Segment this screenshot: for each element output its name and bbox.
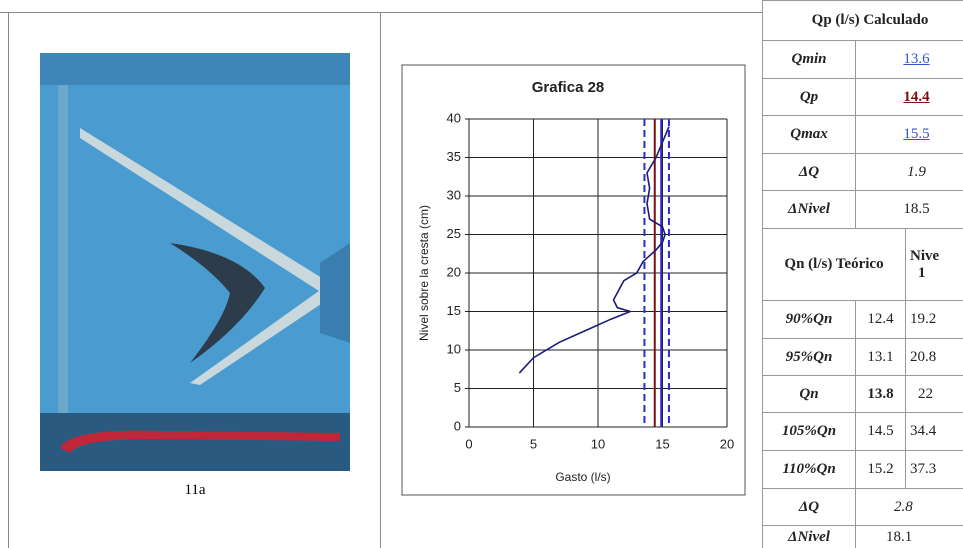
header-cell: Qp (l/s) Calculado [763,1,963,41]
value-cell: 22 [906,376,963,413]
y-tick-label: 35 [447,149,461,164]
row-label: Qmax [763,116,856,154]
x-tick-label: 0 [465,436,472,451]
row-label: ΔNivel [763,191,856,229]
header-line: 1 [910,265,963,282]
value-cell: 2.8 [856,489,963,526]
value-cell: 15.2 [856,451,906,489]
y-axis-label: Nivel sobre la cresta (cm) [417,205,431,341]
value-cell: 14.5 [856,413,906,451]
y-tick-label: 40 [447,110,461,125]
value-cell: 19.2 [906,301,963,339]
value-cell: 1.9 [856,154,963,191]
y-tick-label: 25 [447,226,461,241]
x-tick-label: 5 [530,436,537,451]
value-link[interactable]: 14.4 [903,89,929,105]
row-label: 95%Qn [763,339,856,376]
row-label: ΔQ [763,489,856,526]
row-label: Qp [763,79,856,116]
x-tick-label: 20 [720,436,734,451]
value-cell: 13.6 [856,41,963,79]
row-label: ΔQ [763,154,856,191]
value-link[interactable]: 15.5 [903,126,929,142]
x-axis-label: Gasto (l/s) [555,470,610,484]
value-cell: 13.1 [856,339,906,376]
y-tick-label: 30 [447,187,461,202]
chart: Grafica 28 Gasto (l/s) Nivel sobre la cr… [0,0,762,548]
page: 11a Grafica 28 Gasto (l/s) Nivel sobre l… [0,0,963,548]
value-cell: 20.8 [906,339,963,376]
x-tick-label: 15 [655,436,669,451]
x-tick-label: 10 [591,436,605,451]
y-tick-label: 0 [454,418,461,433]
value-cell: 12.4 [856,301,906,339]
y-tick-label: 5 [454,380,461,395]
y-tick-label: 15 [447,303,461,318]
value-cell: 18.1 [856,526,963,548]
row-label: Qn [763,376,856,413]
row-label: 105%Qn [763,413,856,451]
row-label: 90%Qn [763,301,856,339]
header-cell: Qn (l/s) Teórico [763,229,906,301]
value-cell: 37.3 [906,451,963,489]
value-cell: 18.5 [856,191,963,229]
y-tick-label: 20 [447,264,461,279]
value-cell: 15.5 [856,116,963,154]
value-cell: 34.4 [906,413,963,451]
value-cell: 14.4 [856,79,963,116]
row-label: Qmin [763,41,856,79]
header-line: Nive [910,248,963,265]
row-label: ΔNivel [763,526,856,548]
value-cell: 13.8 [856,376,906,413]
row-label: 110%Qn [763,451,856,489]
chart-title: Grafica 28 [532,79,605,96]
value-link[interactable]: 13.6 [903,51,929,67]
y-tick-label: 10 [447,341,461,356]
